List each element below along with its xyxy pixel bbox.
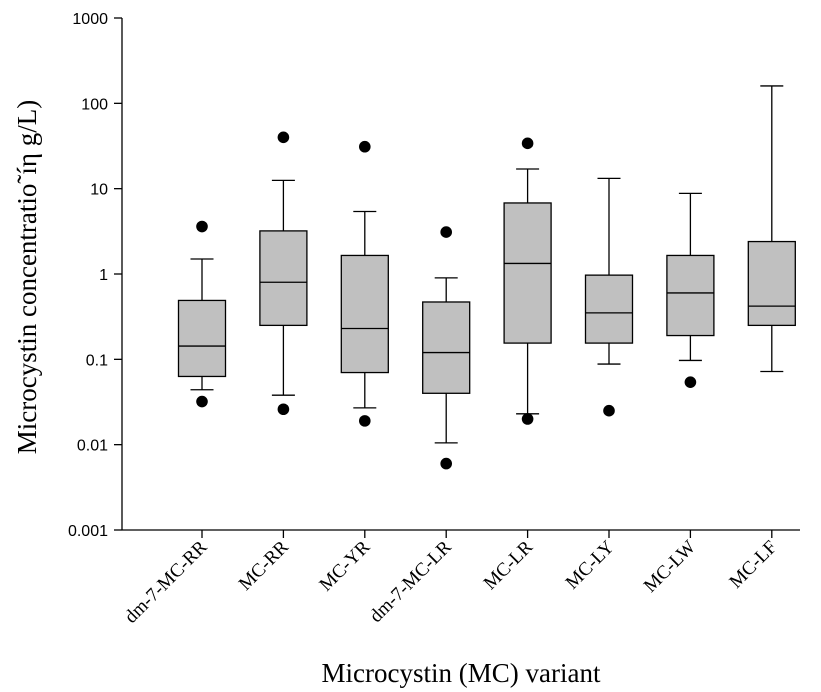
box-group-mc-yr: [340, 140, 389, 427]
x-tick-label: MC-LW: [640, 537, 700, 597]
x-tick-label: dm-7-MC-RR: [121, 536, 212, 627]
x-tick-label: dm-7-MC-LR: [366, 536, 456, 626]
iqr-box: [422, 301, 471, 394]
y-tick-label: 0.001: [68, 523, 108, 540]
box-group-dm-7-mc-rr: [177, 220, 227, 408]
outlier-point: [359, 415, 371, 427]
outlier-point: [359, 140, 371, 153]
box-group-dm-7-mc-lr: [422, 226, 471, 470]
outlier-point: [521, 137, 534, 150]
iqr-box: [177, 299, 227, 378]
y-tick-label: 1: [99, 267, 108, 284]
boxes: [177, 85, 796, 470]
box-group-mc-lf: [747, 85, 796, 373]
outlier-point: [196, 395, 208, 408]
outlier-point: [603, 404, 615, 417]
y-axis-title: Microcystin concentratio˜íη g/L): [12, 100, 42, 455]
iqr-box: [584, 274, 634, 344]
y-tick-label: 0.01: [77, 438, 108, 455]
y-tick-label: 10: [90, 182, 108, 199]
outlier-point: [521, 413, 534, 425]
iqr-box: [747, 240, 796, 327]
y-tick-label: 100: [81, 96, 108, 113]
x-tick-label: MC-LR: [480, 536, 538, 594]
outlier-point: [684, 376, 697, 388]
x-tick-label: MC-RR: [235, 536, 293, 594]
iqr-box: [340, 254, 389, 374]
box-group-mc-ly: [584, 177, 634, 417]
y-ticks: 0.001 0.01 0.1 1 10 100 1000: [68, 11, 122, 540]
box-group-mc-rr: [259, 131, 308, 416]
iqr-box: [503, 202, 552, 344]
iqr-box: [259, 230, 308, 327]
iqr-box: [666, 254, 715, 337]
outlier-point: [196, 220, 208, 233]
y-tick-label: 0.1: [86, 352, 108, 369]
box-group-mc-lw: [666, 192, 715, 388]
outlier-point: [277, 131, 290, 144]
outlier-point: [277, 403, 290, 416]
x-tick-label: MC-YR: [315, 536, 374, 595]
box-group-mc-lr: [503, 137, 552, 425]
x-axis-title: Microcystin (MC) variant: [322, 658, 601, 688]
x-tick-label: MC-LY: [562, 536, 619, 593]
y-tick-label: 1000: [72, 11, 108, 28]
outlier-point: [440, 457, 453, 470]
outlier-point: [440, 226, 453, 238]
x-tick-label: MC-LF: [725, 537, 781, 593]
